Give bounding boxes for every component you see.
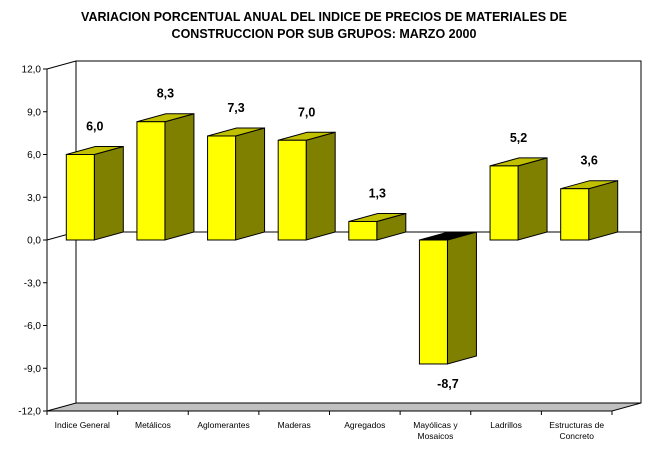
data-label: 6,0 xyxy=(86,120,103,134)
chart-title-line-2: CONSTRUCCION POR SUB GRUPOS: MARZO 2000 xyxy=(172,27,477,41)
bar-side-face xyxy=(517,157,548,241)
y-tick-label: -6,0 xyxy=(24,321,42,332)
bar xyxy=(277,131,336,241)
bar-front-face xyxy=(489,165,519,241)
data-label: 7,3 xyxy=(227,101,244,115)
y-tick-label: 9,0 xyxy=(27,107,41,118)
bar xyxy=(65,145,124,241)
data-label: 5,2 xyxy=(510,131,527,145)
category-label: Aglomerantes xyxy=(197,420,249,430)
y-tick-label: 12,0 xyxy=(22,65,42,76)
bar-front-face xyxy=(560,188,590,241)
category-label: Mosaicos xyxy=(417,431,453,441)
bar xyxy=(348,212,407,241)
chart-title-line-1: VARIACION PORCENTUAL ANUAL DEL INDICE DE… xyxy=(81,10,567,24)
y-tick-label: -3,0 xyxy=(24,278,42,289)
chart-floor xyxy=(46,402,642,412)
x-axis-categories: Indice General Metálicos Aglomerantes Mader… xyxy=(55,420,605,441)
category-label: Metálicos xyxy=(135,420,171,430)
bar xyxy=(418,231,477,365)
category-label: Maderas xyxy=(278,420,311,430)
bar-front-face xyxy=(418,239,448,365)
bar-side-face xyxy=(588,180,619,241)
left-wall-top-edge xyxy=(46,60,77,70)
category-label: Mayólicas y xyxy=(413,420,458,430)
bar-side-face xyxy=(235,127,266,241)
y-tick-label: -9,0 xyxy=(24,364,42,375)
data-label: 8,3 xyxy=(157,87,174,101)
bar-front-face xyxy=(136,121,166,241)
y-tick-label: 0,0 xyxy=(27,236,41,247)
bar xyxy=(560,180,619,241)
y-axis: 12,0 9,0 6,0 3,0 0,0 -3,0 -6,0 -9,0 -12,0 xyxy=(18,65,613,418)
bars xyxy=(65,113,619,365)
data-label: 7,0 xyxy=(298,105,315,119)
data-label: 1,3 xyxy=(369,186,386,200)
y-tick-label: 3,0 xyxy=(27,193,41,204)
data-label: 3,6 xyxy=(580,154,597,168)
chart-back-wall xyxy=(46,60,642,404)
category-label: Estructuras de xyxy=(549,420,604,430)
bar-side-face xyxy=(93,145,124,241)
bar-side-face xyxy=(446,231,477,365)
category-label: Indice General xyxy=(55,420,110,430)
bar-side-face xyxy=(164,113,195,241)
floor-plane xyxy=(46,402,642,412)
bar xyxy=(489,157,548,241)
bar-front-face xyxy=(348,220,378,241)
data-label: -8,7 xyxy=(437,377,459,391)
category-label: Ladrillos xyxy=(490,420,522,430)
y-tick-label: -12,0 xyxy=(18,407,41,418)
data-labels: 6,0 8,3 7,3 7,0 1,3 -8,7 5,2 3,6 xyxy=(86,87,598,391)
bar-front-face xyxy=(277,139,307,241)
y-tick-label: 6,0 xyxy=(27,150,41,161)
category-label: Concreto xyxy=(559,431,594,441)
bar xyxy=(136,113,195,241)
bar-front-face xyxy=(65,154,95,241)
bar-side-face xyxy=(305,131,336,241)
category-label: Agregados xyxy=(344,420,385,430)
bar-front-face xyxy=(207,135,237,241)
bar xyxy=(207,127,266,241)
